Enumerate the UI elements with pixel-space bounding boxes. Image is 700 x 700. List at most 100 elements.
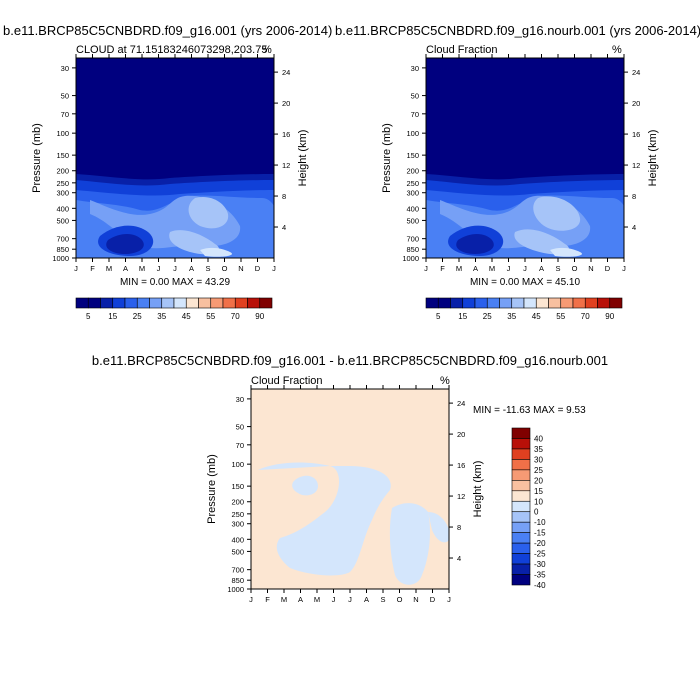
- colorbar-label: 70: [231, 312, 240, 321]
- y-tick-label: 850: [231, 576, 244, 585]
- x-tick-label: A: [473, 264, 478, 273]
- colorbar-box: [161, 297, 175, 309]
- panel-3-title: b.e11.BRCP85C5CNBDRD.f09_g16.001 - b.e11…: [92, 353, 608, 368]
- panel-2-title: b.e11.BRCP85C5CNBDRD.f09_g16.nourb.001 (…: [335, 23, 700, 38]
- y-tick-label: 150: [231, 482, 244, 491]
- colorbar-box: [511, 480, 531, 492]
- colorbar-box: [609, 297, 623, 309]
- x-tick-label: D: [255, 264, 261, 273]
- y2-tick-label: 8: [632, 192, 636, 201]
- x-tick-label: M: [281, 595, 287, 604]
- x-tick-label: O: [397, 595, 403, 604]
- x-tick-label: A: [364, 595, 369, 604]
- colorbar-box: [198, 297, 212, 309]
- colorbar-box: [560, 297, 574, 309]
- y-tick-label: 50: [411, 92, 419, 101]
- x-tick-label: M: [314, 595, 320, 604]
- y-tick-label: 850: [406, 245, 419, 254]
- y-tick-label: 1000: [402, 254, 419, 263]
- y-tick-label: 30: [411, 64, 419, 73]
- colorbar-label: 30: [534, 455, 543, 464]
- colorbar-label: 20: [534, 476, 543, 485]
- colorbar-label: -20: [534, 539, 546, 548]
- x-tick-label: A: [123, 264, 128, 273]
- y-tick-label: 100: [406, 129, 419, 138]
- colorbar-box: [222, 297, 236, 309]
- panel-2-units-label: %: [612, 44, 622, 56]
- y-tick-label: 400: [56, 204, 69, 213]
- colorbar-box: [474, 297, 488, 309]
- y2-tick-label: 24: [457, 399, 465, 408]
- y-tick-label: 1000: [227, 585, 244, 594]
- colorbar-label: 45: [182, 312, 191, 321]
- colorbar-box: [511, 297, 525, 309]
- panel-1-title: b.e11.BRCP85C5CNBDRD.f09_g16.001 (yrs 20…: [3, 23, 332, 38]
- colorbar-box: [100, 297, 114, 309]
- colorbar-label: 5: [86, 312, 91, 321]
- y-tick-label: 400: [231, 535, 244, 544]
- y-tick-label: 250: [56, 179, 69, 188]
- y-tick-label: 70: [411, 110, 419, 119]
- colorbar-box: [511, 469, 531, 481]
- y-tick-label: 300: [231, 520, 244, 529]
- panel-2-left-label: Cloud Fraction: [426, 44, 498, 56]
- panel-1: b.e11.BRCP85C5CNBDRD.f09_g16.001 (yrs 20…: [3, 23, 332, 321]
- colorbar-box: [462, 297, 476, 309]
- y-tick-label: 700: [56, 235, 69, 244]
- x-tick-label: N: [238, 264, 243, 273]
- colorbar-box: [112, 297, 126, 309]
- y-tick-label: 50: [61, 92, 69, 101]
- panel-2-colorbar: 5 15 25 35 45 55 70 90: [425, 297, 623, 321]
- colorbar-label: 90: [255, 312, 264, 321]
- panel-2-contour-field: [426, 58, 624, 258]
- y2-tick-label: 12: [457, 492, 465, 501]
- colorbar-label: 40: [534, 434, 543, 443]
- colorbar-box: [425, 297, 439, 309]
- contour-fill-35-40: [550, 247, 582, 257]
- y-tick-label: 30: [236, 395, 244, 404]
- panel-2-y2label: Height (km): [647, 130, 659, 187]
- panel-2-minmax: MIN = 0.00 MAX = 45.10: [470, 277, 580, 288]
- y-tick-label: 1000: [52, 254, 69, 263]
- x-tick-label: J: [523, 264, 527, 273]
- colorbar-label: -40: [534, 581, 546, 590]
- x-tick-label: S: [555, 264, 560, 273]
- x-tick-label: F: [440, 264, 445, 273]
- colorbar-box: [185, 297, 199, 309]
- contour-fill-low-cloud-core: [106, 234, 144, 254]
- colorbar-box: [535, 297, 549, 309]
- y-tick-label: 150: [406, 151, 419, 160]
- colorbar-label: -30: [534, 560, 546, 569]
- y-tick-label: 700: [406, 235, 419, 244]
- colorbar-label: 35: [157, 312, 166, 321]
- y-tick-label: 70: [61, 110, 69, 119]
- y-tick-label: 30: [61, 64, 69, 73]
- y-tick-label: 100: [231, 460, 244, 469]
- x-tick-label: M: [139, 264, 145, 273]
- y2-tick-label: 16: [457, 461, 465, 470]
- colorbar-box: [511, 521, 531, 533]
- y-tick-label: 50: [236, 423, 244, 432]
- colorbar-box: [247, 297, 261, 309]
- colorbar-box: [437, 297, 451, 309]
- contour-fill-neg10-0-edge: [428, 512, 449, 543]
- y-tick-label: 700: [231, 566, 244, 575]
- colorbar-box: [511, 553, 531, 565]
- x-tick-label: S: [205, 264, 210, 273]
- panel-2: b.e11.BRCP85C5CNBDRD.f09_g16.nourb.001 (…: [335, 23, 700, 321]
- panel-3-minmax: MIN = -11.63 MAX = 9.53: [473, 405, 586, 416]
- y-tick-label: 200: [56, 167, 69, 176]
- x-tick-label: J: [249, 595, 253, 604]
- panel-3-left-label: Cloud Fraction: [251, 375, 323, 387]
- colorbar-box: [511, 532, 531, 544]
- y2-tick-label: 20: [632, 99, 640, 108]
- y-tick-label: 70: [236, 441, 244, 450]
- colorbar-label: 10: [534, 497, 543, 506]
- y-tick-label: 300: [406, 189, 419, 198]
- contour-fill-neg10-0-right: [389, 503, 430, 585]
- y2-tick-label: 16: [282, 130, 290, 139]
- y2-tick-label: 24: [632, 68, 640, 77]
- colorbar-label: 70: [581, 312, 590, 321]
- panel-1-ylabel: Pressure (mb): [31, 123, 43, 193]
